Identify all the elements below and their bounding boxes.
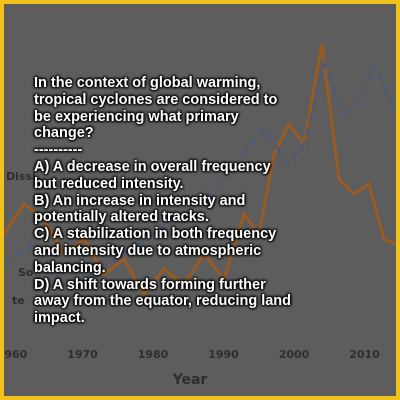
axis-fragment: So bbox=[18, 266, 34, 279]
options: A) A decrease in overall frequency but r… bbox=[34, 159, 296, 327]
separator: ---------- bbox=[34, 142, 83, 159]
x-tick-label: 2010 bbox=[349, 348, 380, 361]
background-dashed-line bbox=[4, 59, 396, 286]
x-tick-label: 2000 bbox=[279, 348, 310, 361]
option: B) An increase in intensity and potentia… bbox=[34, 192, 246, 226]
option: D) A shift towards forming further away … bbox=[34, 276, 292, 327]
background-chart: Dissi So te 1960 1970 1980 1990 2000 2010 Yea… bbox=[4, 43, 396, 388]
x-axis-label: Year bbox=[172, 372, 208, 388]
axis-fragment: te bbox=[12, 294, 25, 307]
axis-fragment: Dissi bbox=[6, 170, 36, 183]
question: In the context of global warming, tropic… bbox=[34, 75, 278, 142]
option: C) A stabilization in both frequency and… bbox=[34, 226, 277, 276]
background-line bbox=[4, 43, 396, 297]
x-tick-label: 1960 bbox=[4, 348, 28, 361]
question-block: In the context of global warming, tropic… bbox=[34, 75, 296, 327]
x-tick-label: 1980 bbox=[138, 348, 169, 361]
x-tick-label: 1970 bbox=[67, 348, 98, 361]
x-ticks: 1960 1970 1980 1990 2000 2010 bbox=[4, 348, 380, 361]
x-tick-label: 1990 bbox=[208, 348, 239, 361]
option: A) A decrease in overall frequency but r… bbox=[34, 158, 271, 192]
